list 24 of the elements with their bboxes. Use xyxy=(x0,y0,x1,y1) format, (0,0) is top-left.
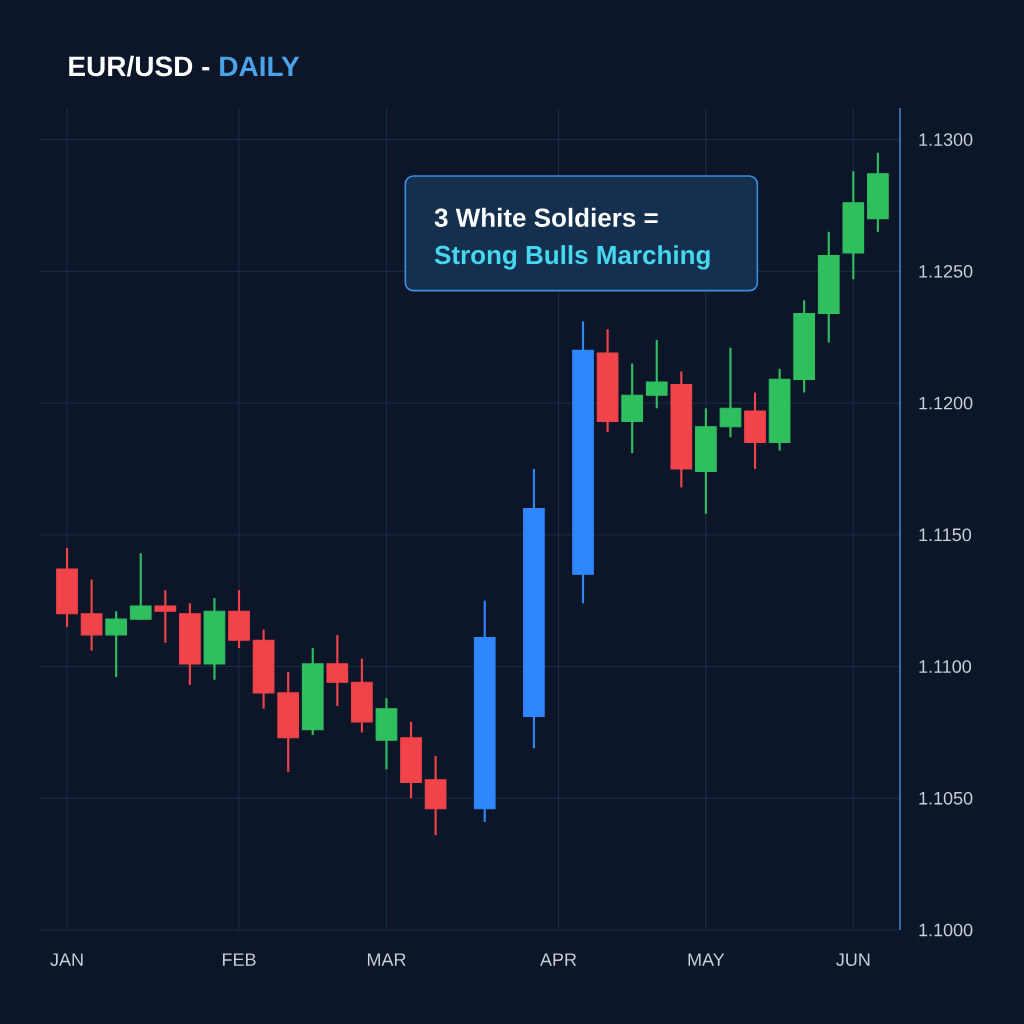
chart-subtitle: DAILY xyxy=(220,56,300,76)
candlestick xyxy=(80,578,103,652)
candlestick xyxy=(326,633,349,708)
y-tick-label: 1.1100 xyxy=(919,660,972,673)
candlestick xyxy=(105,610,128,679)
chart-title: EUR/USD - xyxy=(69,55,210,77)
x-tick-label: JAN xyxy=(50,953,83,966)
y-tick-label: 1.1300 xyxy=(919,133,973,146)
y-tick-label: 1.1000 xyxy=(919,923,973,937)
annotation: 3 White Soldiers = xyxy=(434,207,658,227)
x-tick-label: MAR xyxy=(367,953,406,966)
candlestick xyxy=(154,589,177,644)
y-tick-label: 1.1200 xyxy=(919,396,973,410)
annotation: Strong Bulls Marching xyxy=(434,245,710,270)
x-tick-label: MAY xyxy=(688,953,725,966)
x-tick-label: JUN xyxy=(836,953,870,966)
x-tick-label: FEB xyxy=(223,953,256,966)
candlestick xyxy=(645,338,668,410)
y-tick-label: 1.1150 xyxy=(919,528,972,542)
candlestick xyxy=(129,552,152,621)
x-tick-label: APR xyxy=(540,953,577,966)
candlestick xyxy=(719,346,742,439)
y-tick-label: 1.1050 xyxy=(919,791,973,805)
y-tick-label: 1.1250 xyxy=(919,264,973,278)
